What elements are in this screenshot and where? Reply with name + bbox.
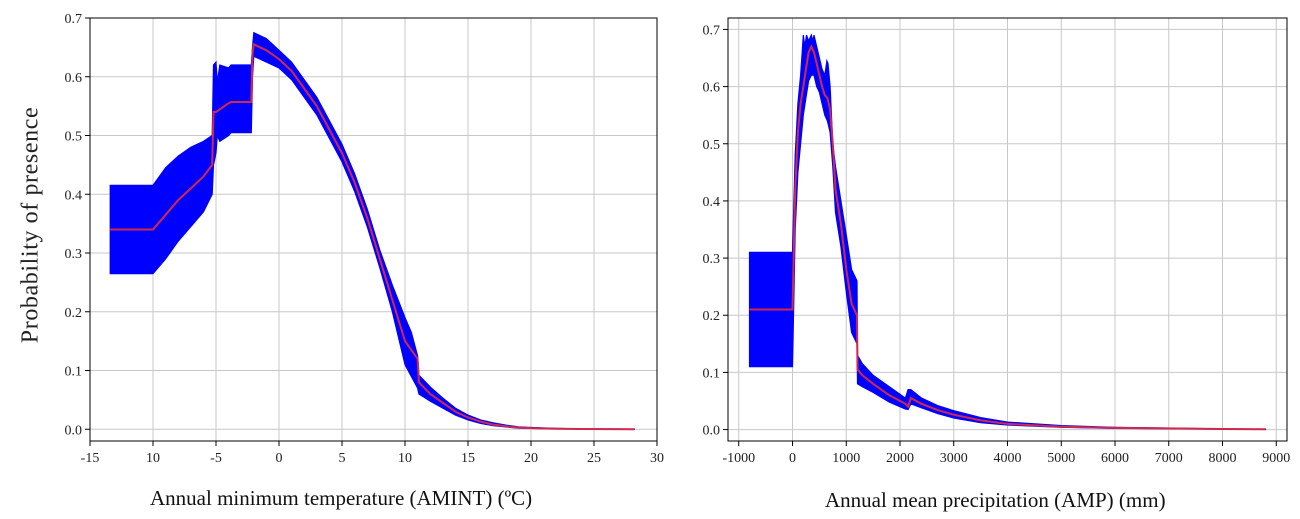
amp-x-tick-label: 6000 xyxy=(1101,451,1129,466)
amint-y-tick-label: 0.3 xyxy=(65,247,83,262)
amp-y-tick-label: 0.2 xyxy=(703,309,721,324)
amint-x-tick-label: 20 xyxy=(524,451,538,466)
amp-y-tick-label: 0.6 xyxy=(703,81,721,96)
amint-y-tick-label: 0.1 xyxy=(65,365,83,380)
amint-y-tick-label: 0.6 xyxy=(65,71,83,86)
amp-x-tick-label: 2000 xyxy=(886,451,914,466)
amint-x-tick-label: 30 xyxy=(650,451,664,466)
amp-x-tick-label: 4000 xyxy=(994,451,1022,466)
amp-y-tick-label: 0.1 xyxy=(703,366,721,381)
amp-x-axis-label: Annual mean precipitation (AMP) (mm) xyxy=(825,488,1166,512)
amint-y-tick-label: 0.7 xyxy=(65,12,83,27)
amint-x-tick-label: 5 xyxy=(339,451,346,466)
amint-x-tick-label: 0 xyxy=(276,451,283,466)
amp-x-tick-label: 9000 xyxy=(1262,451,1290,466)
amint-plot: -15 10 -5 0 5 10 15 20 25 30 0.0 0.1 0.2 0.3 0.4 0.5 0.6… xyxy=(65,12,665,466)
amp-y-tick-label: 0.7 xyxy=(703,23,721,38)
amp-x-tick-label: 7000 xyxy=(1155,451,1183,466)
amp-x-tick-label: 3000 xyxy=(940,451,968,466)
amp-x-tick-label: 0 xyxy=(789,451,796,466)
y-axis-label-svg: Probability of presence xyxy=(18,107,44,343)
amint-x-tick-label: -15 xyxy=(81,451,100,466)
amint-plot-frame xyxy=(89,17,658,442)
amp-x-tick-label: 5000 xyxy=(1047,451,1075,466)
amint-x-tick-label: 15 xyxy=(461,451,475,466)
amp-x-tick-label: 8000 xyxy=(1209,451,1237,466)
amp-mean-line xyxy=(749,44,1266,431)
amint-x-tick-label: 25 xyxy=(587,451,601,466)
amp-y-tick-label: 0.0 xyxy=(703,424,721,439)
amint-y-tick-label: 0.5 xyxy=(65,130,83,145)
amint-y-tick-label: 0.0 xyxy=(65,423,83,438)
amint-x-axis-label: Annual minimum temperature (AMINT) (ºC) xyxy=(150,486,533,510)
amint-mean-line xyxy=(110,42,635,431)
amp-x-tick-label: 1000 xyxy=(832,451,860,466)
amint-y-tick-label: 0.2 xyxy=(65,306,83,321)
amint-x-tick-label: 10 xyxy=(398,451,412,466)
amp-plot: -1000 0 1000 2000 3000 4000 5000 6000 7000 8000 90… xyxy=(703,17,1290,466)
amp-x-tick-label: -1000 xyxy=(722,451,755,466)
amint-x-tick-label: 10 xyxy=(146,451,160,466)
amint-x-tick-label: -5 xyxy=(210,451,222,466)
amp-y-tick-label: 0.4 xyxy=(703,195,721,210)
amp-y-tick-label: 0.5 xyxy=(703,138,721,153)
y-axis-label: Probability of presence xyxy=(18,107,44,343)
amp-y-tick-label: 0.3 xyxy=(703,252,721,267)
amint-y-tick-label: 0.4 xyxy=(65,188,83,203)
